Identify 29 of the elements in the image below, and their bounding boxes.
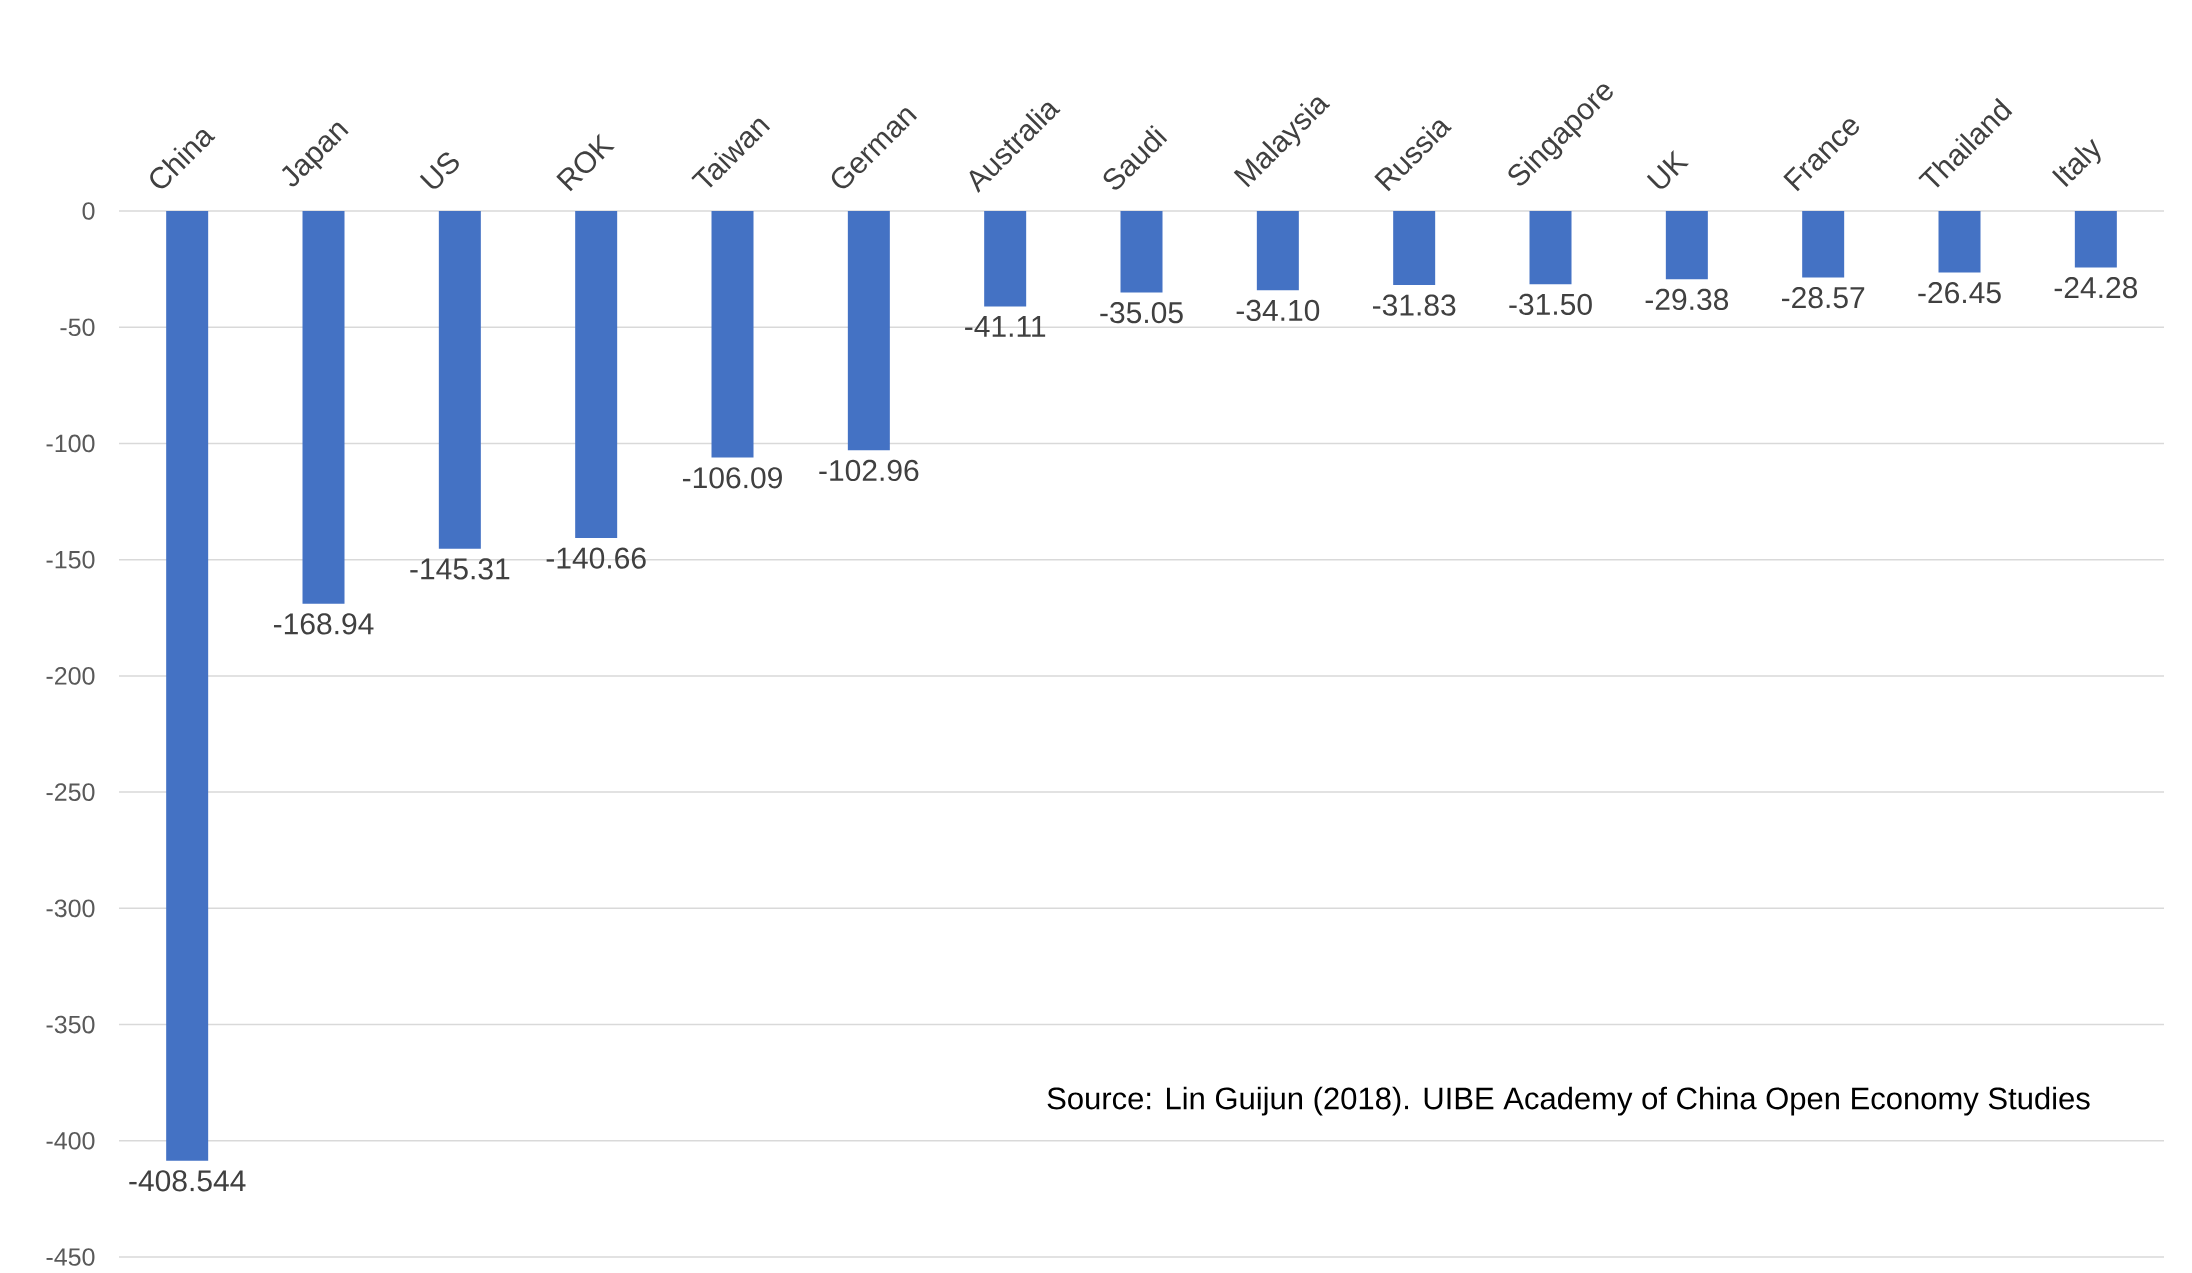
y-tick-label: -250 bbox=[46, 783, 95, 801]
y-tick-label: -450 bbox=[46, 1248, 95, 1266]
y-tick-label: -100 bbox=[46, 434, 95, 453]
y-tick-label: -200 bbox=[46, 667, 95, 685]
y-tick-label: -150 bbox=[46, 550, 95, 569]
data-label: -168.94 bbox=[273, 613, 374, 635]
x-tick-label: Italy bbox=[2051, 138, 2101, 187]
y-tick-label: -50 bbox=[60, 318, 95, 337]
data-label: -31.83 bbox=[1372, 294, 1456, 316]
data-label: -140.66 bbox=[546, 547, 646, 569]
data-label: -408.544 bbox=[129, 1170, 246, 1192]
y-tick-label: 0 bbox=[82, 202, 95, 220]
annotation: Source: Lin Guijun (2018). UIBE Academy of China Open Economy Studies bbox=[1047, 1086, 2090, 1116]
y-tick-label: -300 bbox=[46, 899, 95, 918]
data-label: -35.05 bbox=[1100, 302, 1183, 324]
data-label: -26.45 bbox=[1918, 282, 2001, 304]
y-tick-label: -400 bbox=[46, 1131, 95, 1150]
x-tick-label: US bbox=[419, 152, 459, 189]
data-label: -145.31 bbox=[410, 558, 510, 580]
data-label: -29.38 bbox=[1645, 288, 1729, 311]
data-label: -106.09 bbox=[682, 467, 782, 489]
x-tick-label: UK bbox=[1646, 150, 1689, 189]
y-tick-label: -350 bbox=[46, 1015, 95, 1034]
data-label: -24.28 bbox=[2054, 276, 2138, 299]
data-label: -31.50 bbox=[1509, 293, 1592, 316]
data-label: -102.96 bbox=[819, 459, 919, 482]
data-label: -41.11 bbox=[965, 316, 1046, 337]
data-label: -34.10 bbox=[1236, 299, 1320, 322]
data-label: -28.57 bbox=[1781, 286, 1865, 309]
